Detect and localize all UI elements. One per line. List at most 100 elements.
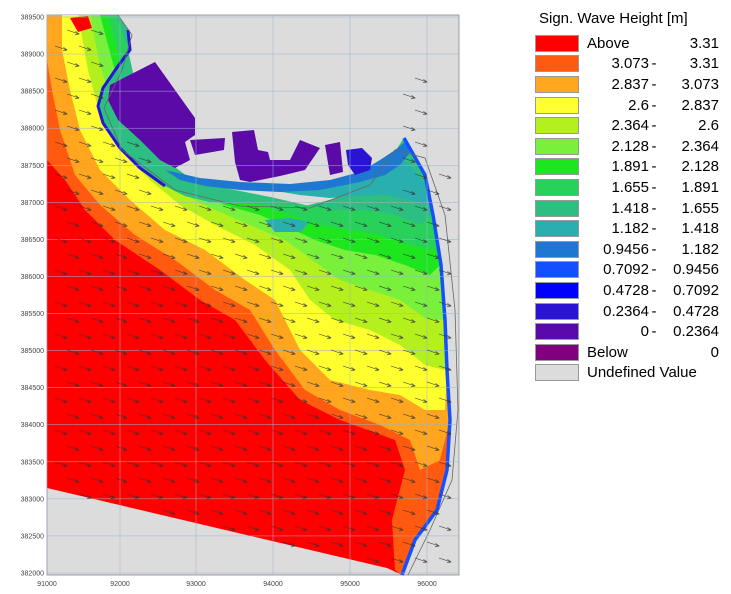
- wave-arrow: [198, 365, 212, 372]
- wave-arrow: [294, 205, 308, 212]
- wave-arrow: [222, 237, 236, 244]
- legend-swatch: [535, 343, 579, 361]
- wave-arrow: [378, 381, 392, 388]
- legend-row: 1.418- 1.655: [535, 198, 731, 219]
- wave-arrow: [246, 301, 260, 308]
- wave-arrow: [306, 509, 320, 516]
- wave-arrow: [78, 333, 92, 340]
- wave-arrow: [390, 301, 404, 308]
- wave-arrow: [66, 125, 80, 132]
- legend-range-low: 2.6: [628, 96, 649, 114]
- legend-range-high: 1.891: [681, 178, 719, 196]
- wave-arrow: [126, 429, 140, 436]
- wave-arrow: [366, 397, 380, 404]
- wave-arrow: [258, 285, 272, 292]
- legend-swatch: [535, 364, 579, 382]
- wave-arrow: [390, 525, 404, 532]
- shoreline: [103, 14, 459, 576]
- wave-arrow: [354, 509, 368, 516]
- pier-west: [190, 138, 225, 155]
- wave-arrow: [102, 333, 116, 340]
- legend-swatch: [535, 55, 579, 73]
- wave-arrow: [414, 493, 428, 500]
- wave-arrow: [210, 317, 224, 324]
- legend-range-high: 3.073: [681, 75, 719, 93]
- land-structures: [70, 14, 459, 576]
- wave-arrow: [342, 365, 356, 372]
- wave-arrow: [174, 237, 188, 244]
- wave-arrow: [402, 381, 416, 388]
- wave-arrow: [174, 365, 188, 372]
- y-tick-label: 385000: [21, 348, 44, 355]
- wave-arrow: [198, 397, 212, 404]
- legend-row-below: Below 0: [535, 342, 731, 363]
- wave-arrow: [414, 333, 428, 340]
- wave-arrow: [66, 253, 80, 260]
- legend-range-separator: -: [651, 220, 657, 238]
- wave-arrow: [90, 477, 104, 484]
- wave-arrow: [390, 397, 404, 404]
- wave-arrow: [54, 397, 68, 404]
- wave-arrow: [210, 349, 224, 356]
- wave-arrow: [66, 285, 80, 292]
- wave-arrow: [390, 205, 404, 212]
- legend-range-low: 3.073: [611, 55, 649, 73]
- legend-row: 0.9456- 1.182: [535, 239, 731, 260]
- wave-arrow: [234, 221, 248, 228]
- wave-arrow: [270, 269, 284, 276]
- wave-arrow: [54, 173, 68, 180]
- wave-arrow: [54, 77, 68, 84]
- wave-arrow: [54, 461, 68, 468]
- wave-arrow: [54, 269, 68, 276]
- wave-arrow: [222, 365, 236, 372]
- wave-arrow: [162, 349, 176, 356]
- wave-arrow: [66, 381, 80, 388]
- wave-arrow: [54, 141, 68, 148]
- legend-range-low: 2.364: [611, 117, 649, 135]
- wave-arrow: [378, 349, 392, 356]
- wave-arrow: [114, 221, 128, 228]
- wave-arrow: [270, 333, 284, 340]
- legend-range-separator: -: [651, 96, 657, 114]
- wave-arrow: [234, 509, 248, 516]
- legend-swatch: [535, 302, 579, 320]
- wave-arrow: [102, 205, 116, 212]
- wave-arrow: [186, 413, 200, 420]
- wave-arrow: [438, 301, 452, 308]
- y-tick-label: 385500: [21, 311, 44, 318]
- wave-arrow: [174, 205, 188, 212]
- wave-arrow: [438, 365, 452, 372]
- legend-range-separator: -: [651, 323, 657, 341]
- wave-arrow: [174, 493, 188, 500]
- wave-arrow: [258, 477, 272, 484]
- legend-range-separator: -: [651, 199, 657, 217]
- wave-arrow: [318, 525, 332, 532]
- wave-arrow: [210, 221, 224, 228]
- wave-arrow: [210, 253, 224, 260]
- legend-range-high: 0.4728: [673, 302, 719, 320]
- y-tick-label: 383000: [21, 496, 44, 503]
- wave-arrow: [102, 429, 116, 436]
- wave-arrow: [330, 413, 344, 420]
- legend-range-low: 1.182: [611, 220, 649, 238]
- wave-arrow: [210, 477, 224, 484]
- wave-arrow: [150, 397, 164, 404]
- y-tick-label: 389000: [21, 52, 44, 59]
- wave-arrow: [354, 221, 368, 228]
- wave-arrow: [294, 365, 308, 372]
- wave-arrow: [186, 445, 200, 452]
- wave-arrow: [342, 301, 356, 308]
- wave-arrow: [126, 269, 140, 276]
- wave-arrow: [378, 509, 392, 516]
- wave-arrow: [126, 205, 140, 212]
- wave-arrow: [90, 413, 104, 420]
- legend-title: Sign. Wave Height [m]: [539, 10, 688, 27]
- wave-arrow: [150, 301, 164, 308]
- wave-arrow: [102, 493, 116, 500]
- wave-arrow: [138, 349, 152, 356]
- wave-arrow: [366, 525, 380, 532]
- legend-row: 2.6- 2.837: [535, 95, 731, 116]
- y-tick-label: 383500: [21, 459, 44, 466]
- wave-arrow: [210, 381, 224, 388]
- wave-arrow: [78, 205, 92, 212]
